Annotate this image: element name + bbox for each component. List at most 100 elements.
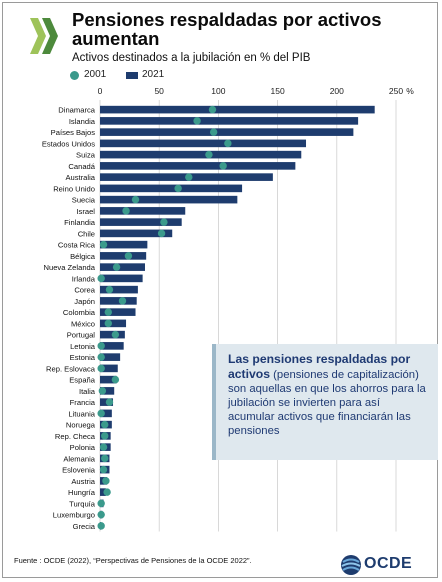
bar-2021 <box>100 319 127 328</box>
x-tick-label: 0 <box>98 86 103 96</box>
category-label: Lituania <box>68 409 95 418</box>
callout-bold-text: Las pensiones respaldadas por activos <box>228 352 411 382</box>
bar-2021 <box>100 285 138 294</box>
bar-2021 <box>100 229 173 238</box>
dot-2001 <box>131 195 140 204</box>
dot-2001 <box>160 218 168 226</box>
dot-2001 <box>97 522 105 530</box>
legend-label-2021: 2021 <box>142 69 165 80</box>
dot-2001 <box>105 398 114 406</box>
x-tick-label: 250 <box>389 86 403 96</box>
category-label: Japón <box>74 297 95 306</box>
dot-2001 <box>104 319 112 328</box>
dot-2001 <box>193 117 201 125</box>
bar-2021 <box>100 150 302 159</box>
pension-assets-chart: 0 50 100 150 200 250 % Dinamarca Islandia Países … <box>42 86 414 532</box>
dot-2001 <box>105 285 114 294</box>
category-label: Letonia <box>70 342 96 351</box>
category-label: Francia <box>70 398 96 407</box>
category-label: Dinamarca <box>58 106 95 115</box>
dot-2001 <box>219 162 227 170</box>
bar-2021 <box>100 375 117 384</box>
dot-2001 <box>101 432 109 440</box>
category-label: Finlandia <box>64 218 96 227</box>
category-label: Chile <box>78 229 95 238</box>
oecd-chevron-logo <box>30 18 58 54</box>
legend-label-2001: 2001 <box>84 69 107 80</box>
dot-2001 <box>224 139 232 148</box>
dot-2001 <box>97 274 105 283</box>
category-label: Eslovenia <box>62 466 96 475</box>
category-label: Reino Unido <box>53 184 95 193</box>
oecd-globe-icon <box>341 555 361 575</box>
infographic-frame <box>2 2 438 578</box>
category-label: Israel <box>76 207 95 216</box>
category-label: Grecia <box>73 522 96 531</box>
bar-2021 <box>100 488 106 496</box>
bar-2021 <box>100 274 143 283</box>
category-label: Luxemburgo <box>53 511 95 520</box>
dot-2001 <box>99 465 108 474</box>
x-tick-label: 100 <box>211 86 225 96</box>
bar-2021 <box>100 252 147 260</box>
category-label: Alemania <box>63 454 95 463</box>
bar-2021 <box>100 364 118 373</box>
bar-2021 <box>100 409 112 418</box>
dot-2001 <box>101 454 109 463</box>
category-label: Suiza <box>76 151 96 160</box>
bar-2021 <box>100 353 121 361</box>
dot-2001 <box>104 308 112 316</box>
dot-2001 <box>112 263 121 271</box>
dot-2001 <box>174 184 182 193</box>
category-label: Estados Unidos <box>42 139 95 148</box>
oecd-wordmark: OCDE <box>364 555 413 572</box>
bar-2021 <box>100 117 359 125</box>
dot-2001 <box>185 173 193 181</box>
definition-callout: Las pensiones respaldadas por activos (p… <box>212 344 438 460</box>
legend-swatch-2021 <box>126 72 138 79</box>
category-label: Islandia <box>69 117 96 126</box>
category-label: Nueva Zelanda <box>43 263 95 272</box>
bar-2021 <box>100 162 296 170</box>
dot-2001 <box>111 330 120 339</box>
dot-2001 <box>111 375 120 384</box>
category-label: Suecia <box>72 196 96 205</box>
x-unit-label: % <box>406 86 414 96</box>
page-subtitle: Activos destinados a la jubilación en % … <box>72 52 311 64</box>
bar-2021 <box>100 342 124 350</box>
category-label: Polonia <box>70 443 96 452</box>
dot-2001 <box>98 387 107 395</box>
dot-2001 <box>124 252 133 260</box>
bar-2021 <box>100 105 375 114</box>
category-label: Corea <box>74 286 95 295</box>
bar-2021 <box>100 240 148 249</box>
dot-2001 <box>97 342 105 350</box>
x-tick-label: 50 <box>154 86 164 96</box>
category-label: Estonia <box>70 353 96 362</box>
category-label: Turquía <box>69 499 96 508</box>
dot-2001 <box>97 364 105 373</box>
bar-2021 <box>100 139 307 148</box>
dot-2001 <box>102 477 110 485</box>
dot-2001 <box>208 105 217 114</box>
bar-2021 <box>100 308 136 316</box>
category-label: México <box>71 319 95 328</box>
dot-2001 <box>99 443 108 451</box>
page-title: Pensiones respaldadas por activos aument… <box>72 9 382 49</box>
dot-2001 <box>97 510 105 519</box>
category-label: Costa Rica <box>58 241 96 250</box>
dot-2001 <box>97 409 105 418</box>
bar-2021 <box>100 263 145 271</box>
source-note: Fuente : OCDE (2022), “Perspectivas de P… <box>14 556 252 565</box>
category-label: Rep. Checa <box>55 432 96 441</box>
dot-2001 <box>97 499 105 508</box>
bar-2021 <box>100 297 137 305</box>
legend-swatch-2001 <box>70 71 79 80</box>
category-label: España <box>69 376 96 385</box>
dot-2001 <box>209 128 218 136</box>
category-label: Noruega <box>66 421 96 430</box>
category-label: Rep. Eslovaca <box>46 364 96 373</box>
bar-2021 <box>100 387 115 395</box>
dot-2001 <box>122 207 130 215</box>
dot-2001 <box>118 297 127 305</box>
